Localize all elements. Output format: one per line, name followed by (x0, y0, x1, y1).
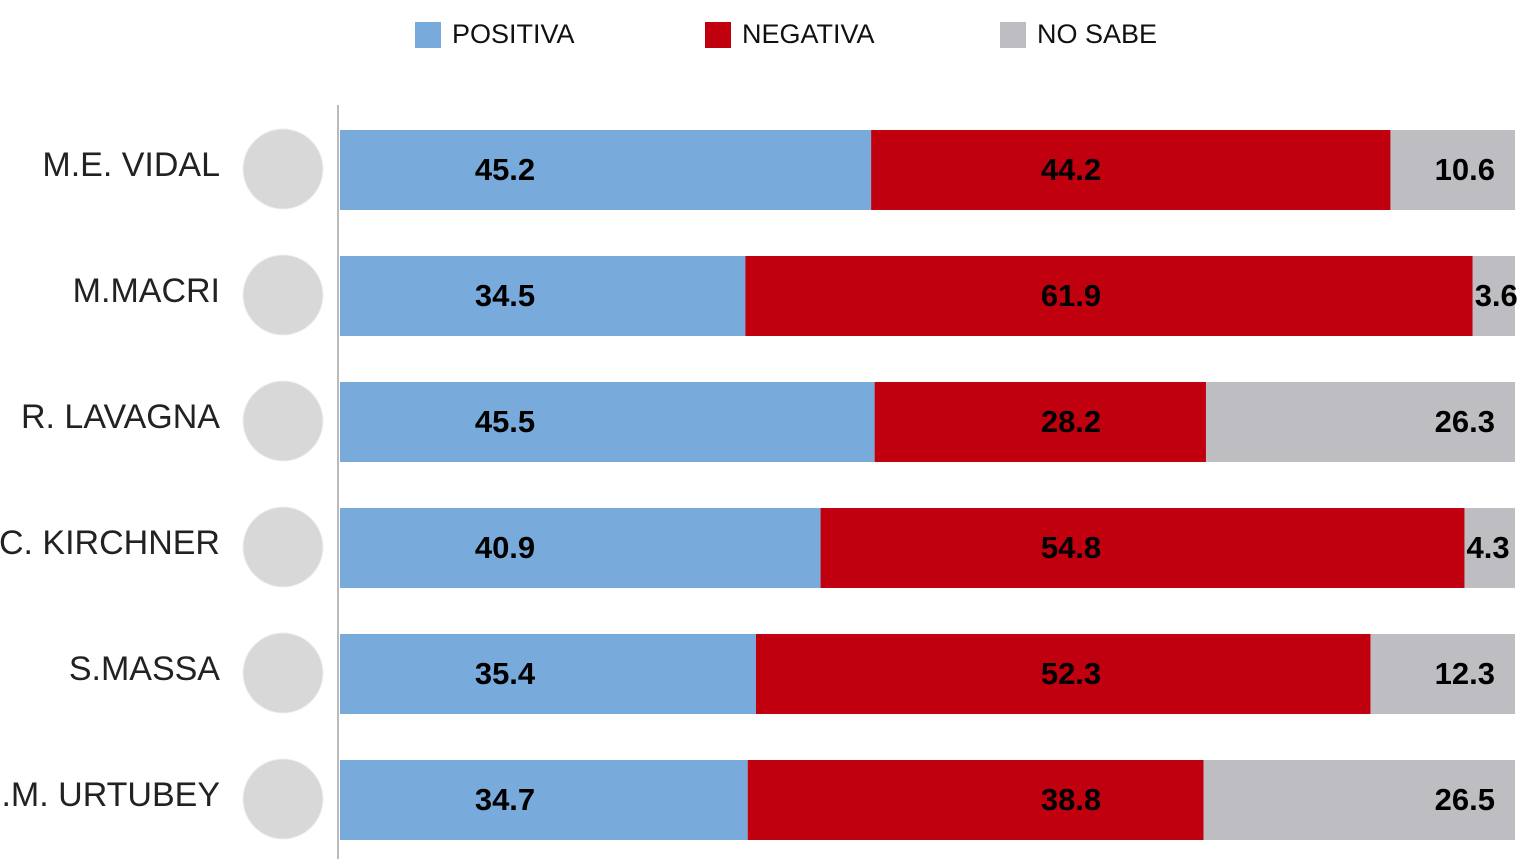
legend-swatch (415, 22, 441, 48)
value-label: 54.8 (1041, 530, 1101, 565)
legend-label: NO SABE (1037, 19, 1157, 49)
value-label: 40.9 (475, 530, 535, 565)
value-label: 44.2 (1041, 152, 1101, 187)
value-label: 35.4 (475, 656, 536, 691)
bar-segment (1370, 634, 1515, 714)
bar-segment (1205, 382, 1515, 462)
bar-segment (820, 508, 1465, 588)
value-label: 61.9 (1041, 278, 1101, 313)
value-label: 28.2 (1041, 404, 1101, 439)
category-label: M.E. VIDAL (42, 146, 220, 184)
photo (242, 128, 324, 210)
bar-segment (745, 256, 1473, 336)
category-label: M.MACRI (73, 272, 220, 310)
bar-segment (340, 634, 756, 714)
bar-segment (340, 382, 875, 462)
bar-segment (340, 760, 748, 840)
value-label: 38.8 (1041, 782, 1101, 817)
category-label: J.M. URTUBEY (0, 776, 220, 814)
value-label: 45.5 (475, 404, 535, 439)
value-label: 45.2 (475, 152, 535, 187)
bar-segment (755, 634, 1371, 714)
category-label: R. LAVAGNA (21, 398, 220, 436)
bar-segment (340, 508, 821, 588)
value-label: 10.6 (1435, 152, 1495, 187)
value-label: 3.6 (1475, 278, 1518, 313)
bar-segment (747, 760, 1204, 840)
photo (242, 380, 324, 462)
photo (242, 254, 324, 336)
value-label: 34.5 (475, 278, 535, 313)
bar-segment (874, 382, 1206, 462)
bar-segment (1464, 508, 1515, 588)
bar-segment (340, 130, 872, 210)
legend-label: POSITIVA (452, 19, 575, 49)
photo (242, 632, 324, 714)
value-label: 4.3 (1466, 530, 1509, 565)
photo (242, 758, 324, 840)
legend-swatch (1000, 22, 1026, 48)
legend-label: NEGATIVA (742, 19, 875, 49)
value-label: 26.5 (1435, 782, 1495, 817)
photo (242, 506, 324, 588)
bar-segment (340, 256, 746, 336)
value-label: 12.3 (1435, 656, 1495, 691)
bar-segment (871, 130, 1391, 210)
value-label: 26.3 (1435, 404, 1495, 439)
bar-segment (1390, 130, 1515, 210)
value-label: 52.3 (1041, 656, 1101, 691)
legend-swatch (705, 22, 731, 48)
category-label: S.MASSA (69, 650, 220, 688)
value-label: 34.7 (475, 782, 535, 817)
bar-segment (1203, 760, 1515, 840)
category-label: C. KIRCHNER (0, 524, 220, 562)
bar-segment (1472, 256, 1515, 336)
